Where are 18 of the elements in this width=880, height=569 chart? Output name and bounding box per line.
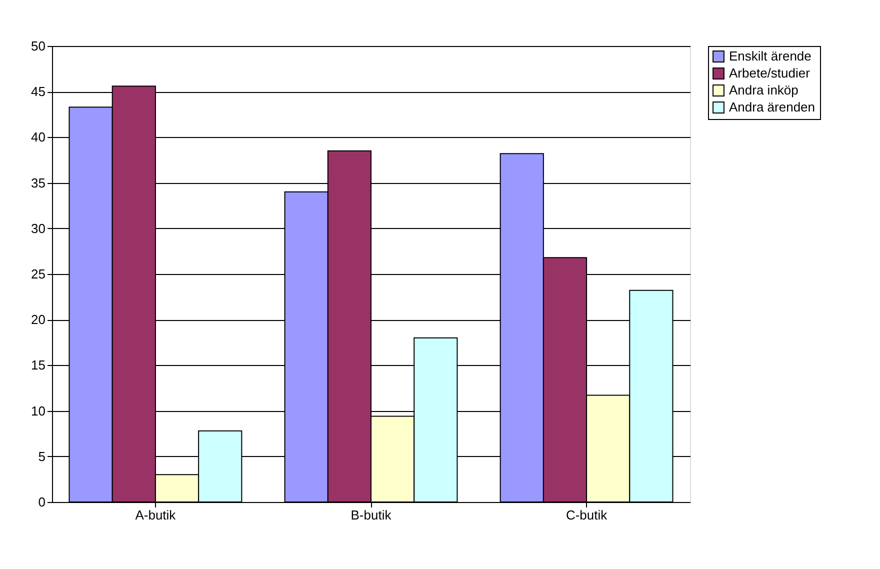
y-tick-label: 15 <box>31 358 46 373</box>
x-tick-label: B-butik <box>350 508 392 522</box>
x-tick-label: C-butik <box>566 508 608 522</box>
y-tick-label: 5 <box>38 448 46 464</box>
y-tick-label: 20 <box>31 312 46 328</box>
legend-label: Andra ärenden <box>729 100 816 114</box>
y-tick-label: 45 <box>31 84 46 100</box>
y-tick-label: 50 <box>31 38 46 54</box>
y-tick-label: 30 <box>31 220 46 236</box>
y-tick-label: 0 <box>38 494 46 510</box>
legend-label: Arbete/studier <box>729 66 811 80</box>
legend-label: Enskilt ärende <box>729 48 812 64</box>
y-tick-label: 10 <box>31 403 46 418</box>
y-tick-label: 35 <box>31 175 46 190</box>
x-tick-label: A-butik <box>135 508 176 522</box>
y-tick-label: 25 <box>31 266 46 282</box>
y-tick-label: 40 <box>31 130 46 145</box>
legend-label: Andra inköp <box>729 82 798 98</box>
